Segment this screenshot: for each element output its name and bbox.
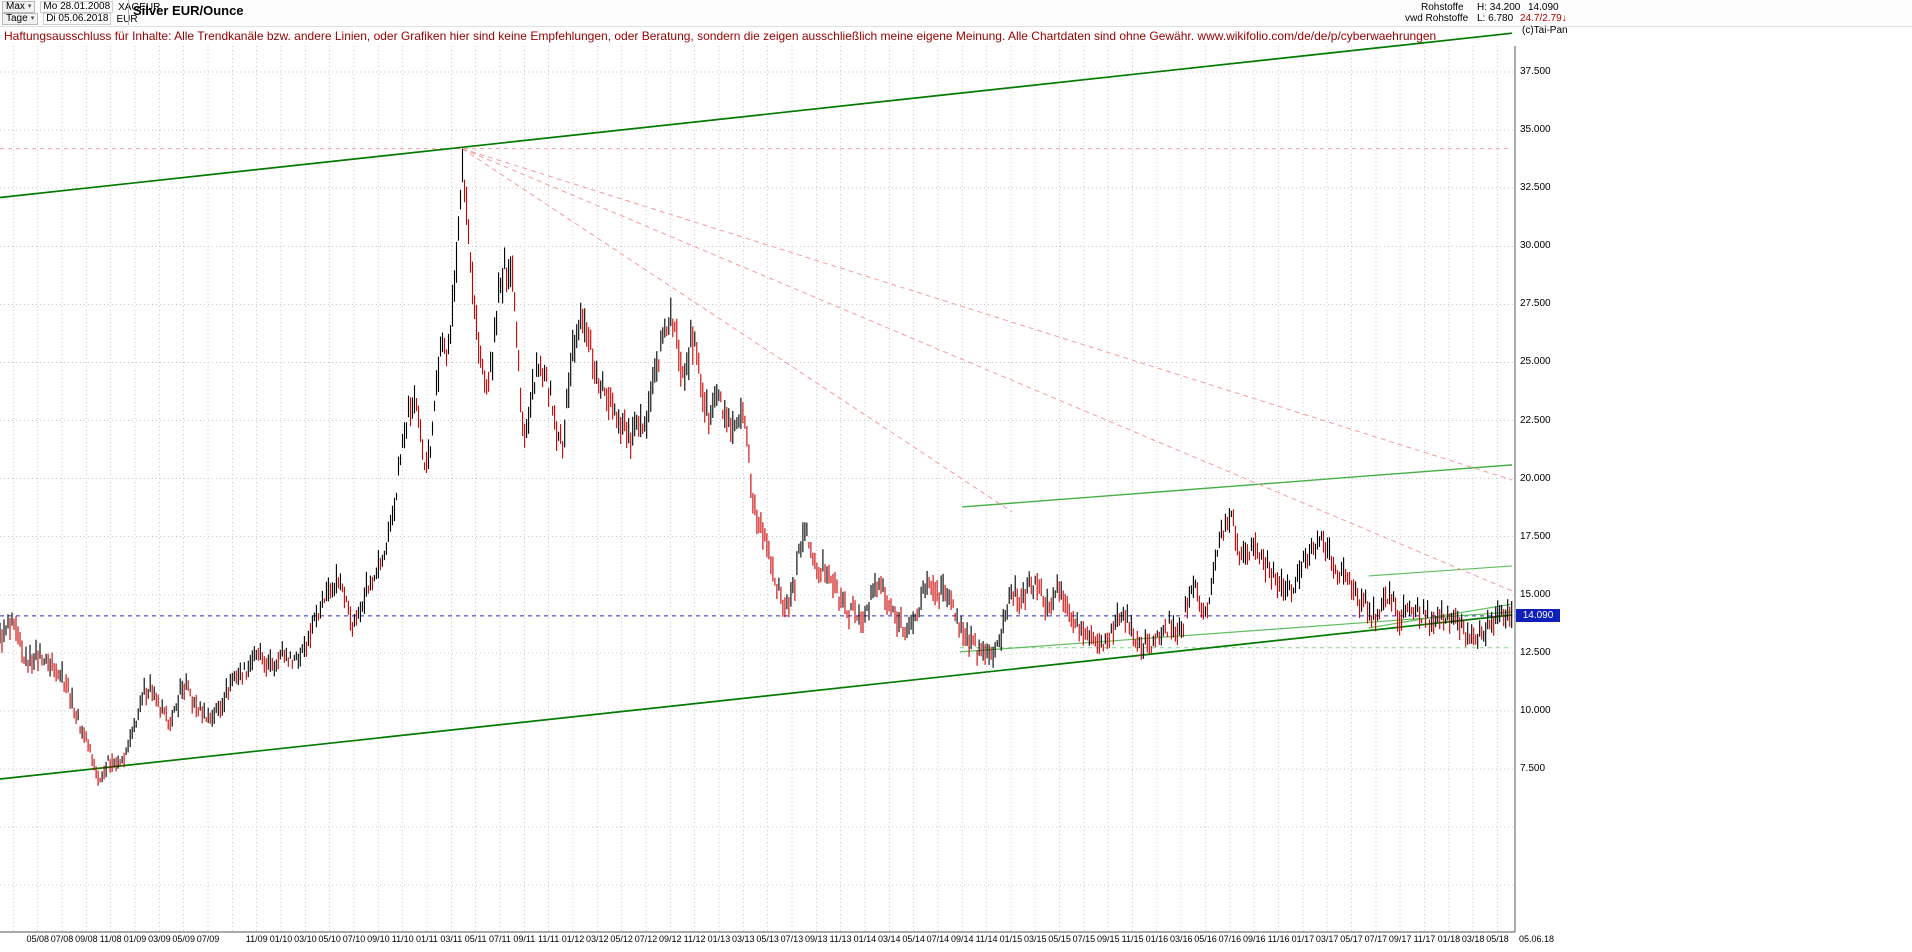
quote-last: 14.090 [1528,2,1559,13]
toolbar: Max ▾ Mo 28.01.2008 XAGEUR Tage ▾ Di 05.… [0,0,1912,27]
period-dropdown-label: Tage [6,13,28,24]
toolbar-left: Max ▾ Mo 28.01.2008 XAGEUR Tage ▾ Di 05.… [2,1,160,25]
range-dropdown-label: Max [6,1,25,12]
currency-label: EUR [116,14,137,25]
quote-source: vwd Rohstoffe [1405,13,1469,24]
chevron-down-icon: ▾ [27,3,32,10]
candles-layer [0,148,1513,786]
quote-high: H: 34.200 [1477,2,1521,13]
period-dropdown[interactable]: Tage ▾ [2,13,39,25]
quote-low: L: 6.780 [1477,13,1514,24]
horizontal-lines-layer [0,148,1513,649]
symbol-label: XAGEUR [118,1,161,13]
chevron-down-icon: ▾ [30,15,35,22]
toolbar-separator [128,0,129,25]
current-price-tag: 14.090 [1516,608,1560,622]
taipan-copyright: (c)Tai-Pan [1522,25,1568,36]
grid-layer [0,46,1515,932]
disclaimer-text: Haftungsausschluss für Inhalte: Alle Tre… [4,29,1437,43]
trend-lines-layer [0,32,1513,780]
date-from-field[interactable]: Mo 28.01.2008 [40,1,114,13]
quote-change: 24.7/2.79↓ [1520,13,1567,24]
axis-spines [0,46,1516,933]
quote-category: Rohstoffe [1421,2,1464,13]
chart-title: Silver EUR/Ounce [133,3,244,18]
date-to-field[interactable]: Di 05.06.2018 [43,13,112,25]
range-dropdown[interactable]: Max ▾ [2,1,36,13]
